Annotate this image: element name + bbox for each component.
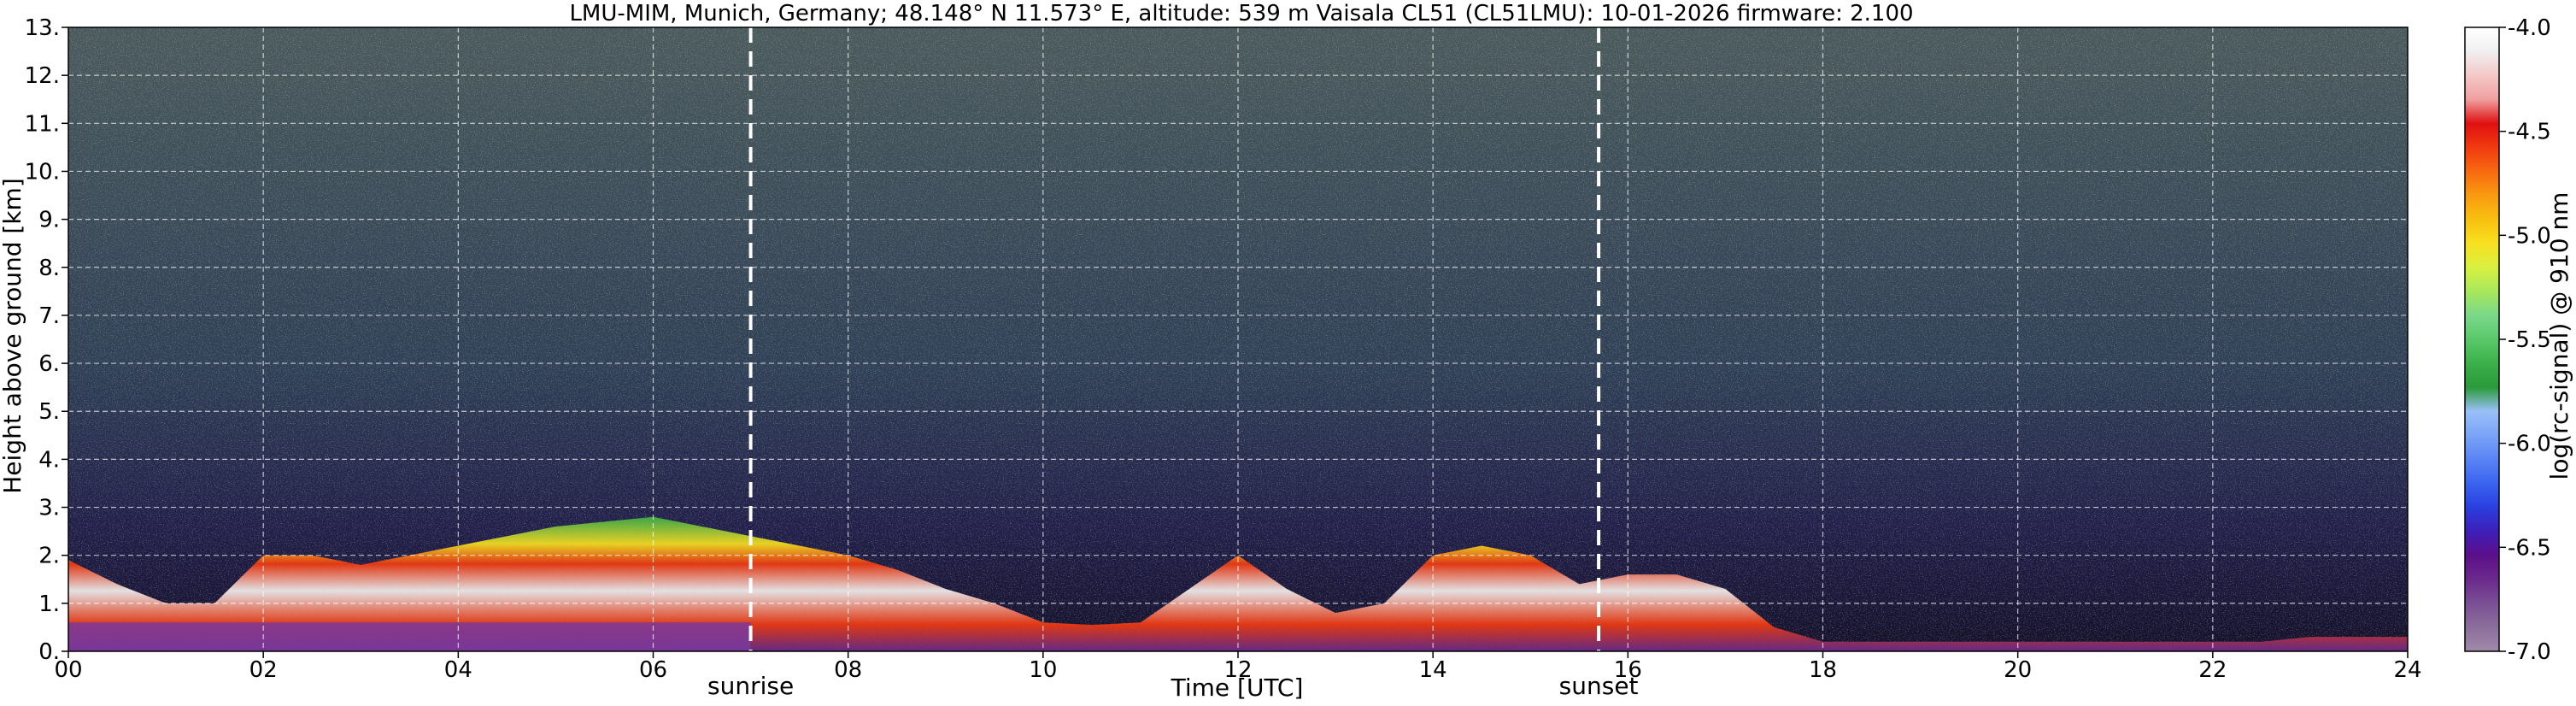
x-tick-label: 16 — [1614, 657, 1642, 683]
colorbar-tick-label: -6.5 — [2508, 535, 2551, 561]
x-tick-label: 24 — [2393, 657, 2421, 683]
plot-frame — [67, 26, 2409, 652]
y-axis-label: Height above ground [km] — [0, 178, 26, 494]
colorbar-tick-label: -4.5 — [2508, 120, 2551, 145]
y-tick-label: 3. — [38, 496, 60, 521]
colorbar-tick-label: -5.0 — [2508, 223, 2551, 249]
y-tick-label: 0. — [38, 639, 60, 665]
y-tick-label: 11. — [25, 111, 60, 137]
x-axis-label: Time [UTC] — [1171, 674, 1304, 702]
low-layer-purple — [68, 622, 751, 651]
x-tick-label: 06 — [639, 657, 667, 683]
y-tick-label: 7. — [38, 303, 60, 329]
y-tick-label: 12. — [25, 63, 60, 89]
x-tick-label: 04 — [444, 657, 472, 683]
x-tick-label: 00 — [54, 657, 82, 683]
x-tick-label: 02 — [249, 657, 278, 683]
y-tick-label: 10. — [25, 159, 60, 185]
y-tick-label: 8. — [38, 256, 60, 281]
colorbar-tick-label: -4.0 — [2508, 15, 2551, 41]
x-tick-label: 20 — [2004, 657, 2032, 683]
colorbar — [2464, 26, 2500, 652]
x-tick-label: 22 — [2198, 657, 2227, 683]
x-tick-label: 18 — [1809, 657, 1837, 683]
colorbar-tick-label: -7.0 — [2508, 639, 2551, 665]
y-tick-label: 13. — [25, 15, 60, 41]
y-tick-label: 6. — [38, 351, 60, 377]
colorbar-tick-label: -5.5 — [2508, 327, 2551, 353]
y-tick-label: 5. — [38, 399, 60, 425]
colorbar-tick-label: -6.0 — [2508, 432, 2551, 457]
y-tick-label: 2. — [38, 544, 60, 569]
colorbar-label: log(rc-signal) @ 910 nm — [2545, 192, 2573, 480]
sunset-label: sunset — [1559, 672, 1639, 700]
y-tick-label: 4. — [38, 447, 60, 473]
axes: 0. 1. 2. 3. 4. 5. 6. 7. 8. 9. 10. 11. 12. 13. 00 02 04 06… — [25, 15, 2551, 683]
x-tick-label: 10 — [1029, 657, 1057, 683]
x-tick-label: 12 — [1223, 657, 1252, 683]
x-tick-label: 08 — [834, 657, 862, 683]
chart-title: LMU-MIM, Munich, Germany; 48.148° N 11.5… — [569, 1, 1913, 26]
x-tick-label: 14 — [1419, 657, 1447, 683]
sunrise-label: sunrise — [707, 672, 794, 700]
y-tick-label: 1. — [38, 591, 60, 617]
y-tick-label: 9. — [38, 208, 60, 233]
